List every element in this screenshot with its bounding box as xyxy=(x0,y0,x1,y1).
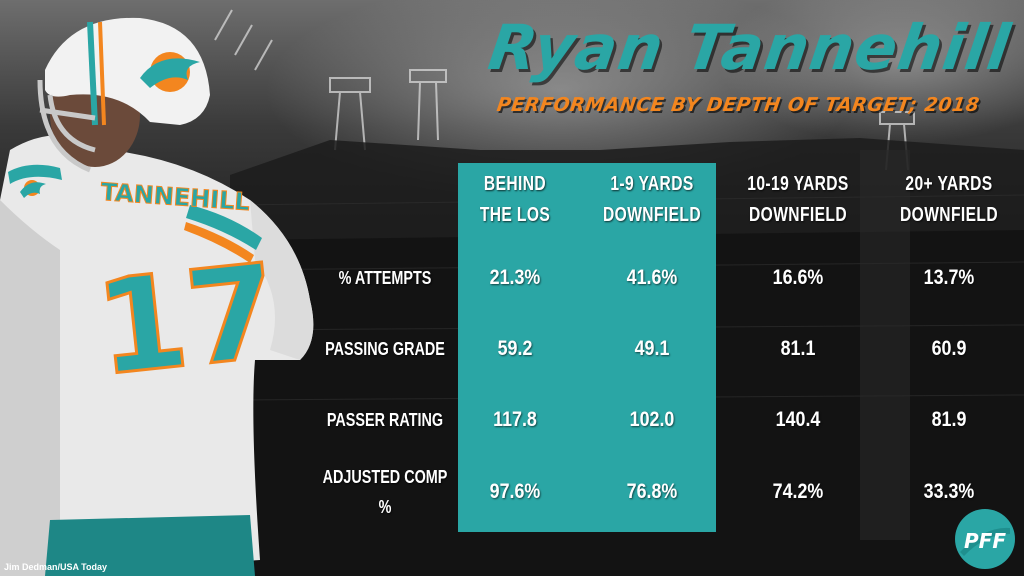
stat-value: 33.3% xyxy=(923,480,975,503)
stat-value: 97.6% xyxy=(489,480,541,503)
column-header: 10-19 YARDS DOWNFIELD xyxy=(747,173,849,226)
stat-value: 21.3% xyxy=(489,266,541,289)
stat-value: 74.2% xyxy=(772,480,824,503)
pff-logo-icon: PFF xyxy=(955,509,1015,569)
dolphins-logo-icon xyxy=(20,180,46,198)
photo-credit: Jim Dedman/USA Today xyxy=(4,562,108,572)
stat-value: 81.9 xyxy=(931,408,967,431)
column-header: 1-9 YARDS DOWNFIELD xyxy=(603,173,701,226)
row-label: PASSER RATING xyxy=(326,410,444,430)
stat-value: 41.6% xyxy=(626,266,678,289)
column-header: 20+ YARDS DOWNFIELD xyxy=(900,173,998,226)
stat-value: 60.9 xyxy=(931,337,967,360)
stat-value: 117.8 xyxy=(493,408,537,431)
row-label: PASSING GRADE xyxy=(325,339,445,359)
stat-value: 102.0 xyxy=(629,408,675,431)
stat-value: 49.1 xyxy=(634,337,670,360)
stat-value: 13.7% xyxy=(923,266,975,289)
stat-value: 81.1 xyxy=(780,337,816,360)
stat-value: 76.8% xyxy=(626,480,678,503)
row-label: ADJUSTED COMP % xyxy=(322,467,448,517)
chart-subtitle: PERFORMANCE BY DEPTH OF TARGET; 2018 xyxy=(495,94,982,116)
player-photo: 17 TANNEHILL xyxy=(0,17,314,576)
chart-title: Ryan Tannehill xyxy=(484,11,1016,84)
row-label: % ATTEMPTS xyxy=(338,268,432,288)
highlight-panel xyxy=(458,163,716,532)
stat-value: 16.6% xyxy=(772,266,824,289)
column-header: BEHIND THE LOS xyxy=(479,173,551,226)
dolphins-logo-icon xyxy=(140,52,200,92)
jersey-number: 17 xyxy=(89,235,285,405)
stat-value: 59.2 xyxy=(497,337,533,360)
svg-text:PFF: PFF xyxy=(964,529,1006,553)
stat-value: 140.4 xyxy=(775,408,821,431)
